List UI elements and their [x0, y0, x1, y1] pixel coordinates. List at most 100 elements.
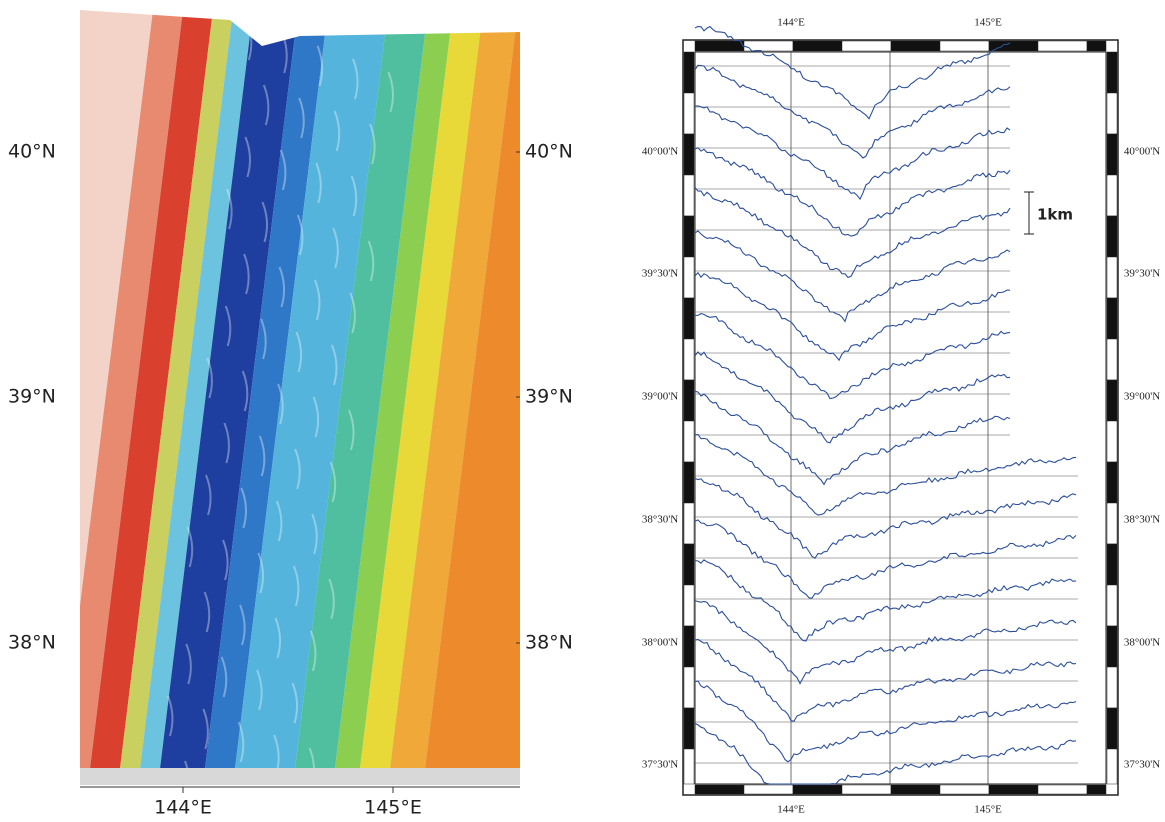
depth-profile — [694, 519, 1077, 599]
frame-segment — [683, 92, 695, 135]
frame-segment — [841, 784, 892, 795]
longitude-label: 144°E — [777, 804, 805, 816]
latitude-label: 38°N — [8, 632, 56, 654]
frame-segment — [1106, 461, 1118, 504]
depth-profile — [694, 434, 1077, 516]
frame — [682, 39, 1119, 796]
depth-profile — [694, 477, 1077, 559]
latitude-label: 39°30'N — [642, 268, 678, 280]
frame-segment — [939, 40, 990, 52]
frame-segment — [1106, 502, 1118, 545]
relief-streak — [262, 84, 270, 126]
frame-segment — [1086, 784, 1107, 795]
bathymetry-map — [80, 10, 520, 785]
frame-segment — [683, 543, 695, 586]
frame-segment — [988, 784, 1039, 795]
relief-streak — [260, 318, 267, 360]
frame-segment — [1106, 748, 1118, 785]
depth-profile — [694, 722, 1077, 785]
relief-streak — [206, 357, 213, 399]
relief-streak — [244, 136, 251, 178]
relief-streak — [331, 344, 338, 386]
frame-segment — [743, 784, 794, 795]
latitude-label: 38°30'N — [1124, 514, 1160, 526]
frame-segment — [988, 40, 1039, 52]
frame-segment — [683, 420, 695, 463]
depth-band — [136, 10, 255, 785]
relief-streak — [387, 71, 394, 113]
depth-profile — [694, 600, 1077, 685]
relief-streak — [352, 58, 359, 100]
relief-streak — [241, 370, 249, 412]
relief-streak — [203, 591, 211, 633]
relief-streak — [349, 292, 356, 334]
latitude-label: 40°00'N — [642, 146, 678, 158]
relief-streak — [312, 396, 320, 438]
relief-streak — [223, 422, 230, 464]
relief-streak — [185, 643, 192, 685]
relief-streak — [367, 240, 375, 282]
latitude-label: 38°00'N — [1124, 637, 1160, 649]
frame-segment — [1106, 51, 1118, 94]
frame-segment — [1106, 543, 1118, 586]
latitude-label: 40°N — [525, 141, 573, 163]
frame-segment — [1037, 40, 1088, 52]
longitude-label: 144°E — [777, 17, 805, 29]
latitude-label: 38°30'N — [642, 514, 678, 526]
latitude-label: 38°00'N — [642, 637, 678, 649]
frame-segment — [1106, 133, 1118, 176]
frame-segment — [683, 625, 695, 668]
depth-profile — [694, 147, 1011, 237]
depth-band — [331, 10, 455, 785]
depth-band — [156, 10, 300, 785]
relief-streak — [240, 487, 247, 529]
relief-streak — [298, 97, 305, 139]
depth-band — [386, 10, 520, 785]
relief-streak — [224, 305, 232, 347]
relief-streak — [243, 253, 250, 295]
frame-segment — [683, 256, 695, 299]
depth-band — [86, 10, 215, 785]
depth-profile — [694, 390, 1011, 486]
relief-streak — [294, 448, 301, 490]
depth-profile — [694, 271, 1011, 362]
depth-profile — [694, 680, 1077, 763]
frame-segment — [1106, 707, 1118, 750]
frame-segment — [683, 379, 695, 422]
frame-segment — [683, 502, 695, 545]
depth-profile — [694, 230, 1011, 323]
frame-segment — [1106, 584, 1118, 627]
frame-segment — [683, 748, 695, 785]
depth-profile — [694, 559, 1077, 642]
relief-streak — [226, 188, 233, 230]
relief-streak — [258, 435, 266, 477]
frame-segment — [1106, 92, 1118, 135]
frame-segment — [792, 40, 843, 52]
relief-streak — [278, 266, 286, 308]
frame-segment — [1106, 420, 1118, 463]
longitude-label: 144°E — [154, 797, 212, 819]
frame-segment — [1106, 666, 1118, 709]
relief-streak — [296, 214, 304, 256]
relief-streak — [166, 695, 174, 737]
profile-panel — [682, 25, 1119, 796]
latitude-label: 40°00'N — [1124, 146, 1160, 158]
relief-streak — [257, 552, 264, 594]
depth-profile — [694, 25, 1011, 120]
depth-band — [116, 10, 235, 785]
frame-segment — [890, 784, 941, 795]
frame-segment — [1086, 40, 1107, 52]
frame-segment — [683, 174, 695, 217]
depth-band — [421, 10, 520, 785]
latitude-label: 37°30'N — [642, 759, 678, 771]
depth-profile — [694, 187, 1011, 279]
relief-streak — [222, 539, 229, 581]
frame-segment — [683, 133, 695, 176]
relief-streak — [279, 149, 287, 191]
depth-profile — [694, 351, 1011, 444]
depth-band — [291, 10, 430, 785]
frame-segment — [683, 666, 695, 709]
relief-streak — [202, 708, 209, 750]
relief-streak — [332, 227, 339, 269]
